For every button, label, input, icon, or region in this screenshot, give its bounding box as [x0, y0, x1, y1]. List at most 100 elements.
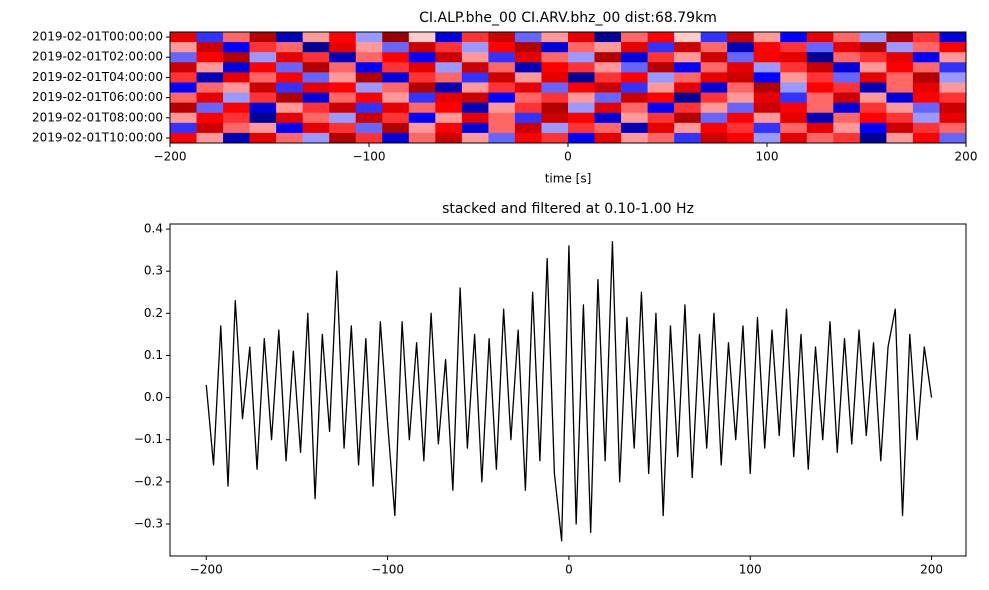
heatmap-cell [621, 42, 648, 53]
heatmap-cell [276, 62, 303, 73]
heatmap-cell [223, 112, 250, 124]
heatmap-cell [382, 52, 410, 63]
heatmap-cell [170, 102, 197, 114]
heatmap-cell [621, 92, 648, 103]
heatmap-cell [408, 52, 436, 63]
heatmap-cell [833, 102, 861, 114]
heatmap-cell [302, 82, 330, 93]
x-tick-label: 200 [920, 563, 943, 577]
heatmap-cell [541, 42, 569, 53]
heatmap-cell [621, 112, 648, 124]
heatmap-cell [302, 62, 330, 73]
heatmap-cell [753, 32, 781, 43]
heatmap-cell [541, 102, 569, 114]
heatmap-cell [382, 122, 410, 134]
y-tick-label: 2019-02-01T10:00:00 [32, 130, 163, 144]
heatmap-cell [621, 72, 648, 83]
heatmap-cell [249, 42, 277, 53]
heatmap-cell [541, 132, 569, 144]
heatmap-cell [461, 52, 489, 63]
heatmap-cell [329, 92, 357, 103]
heatmap-cell [408, 122, 436, 134]
heatmap-cell [780, 32, 808, 43]
heatmap-cell [170, 132, 197, 144]
heatmap-cell [568, 132, 595, 144]
heatmap-cell [329, 52, 357, 63]
heatmap-cell [249, 102, 277, 114]
heatmap-cell [355, 42, 383, 53]
heatmap-cell [912, 132, 940, 144]
heatmap-cell [408, 62, 436, 73]
heatmap-cell [249, 92, 277, 103]
heatmap-cell [674, 122, 701, 134]
heatmap-cell [780, 62, 808, 73]
heatmap-cell [196, 92, 224, 103]
heatmap-cell [939, 122, 967, 134]
heatmap-cell [912, 92, 940, 103]
heatmap-cell [912, 122, 940, 134]
heatmap-cell [753, 52, 781, 63]
heatmap-cell [700, 122, 728, 134]
heatmap-cell [568, 82, 595, 93]
heatmap-cell [674, 112, 701, 124]
heatmap-cell [170, 72, 197, 83]
heatmap-cell [806, 42, 834, 53]
bottom-title: stacked and filtered at 0.10-1.00 Hz [442, 201, 694, 217]
heatmap-cell [196, 122, 224, 134]
heatmap-cell [647, 82, 675, 93]
heatmap-cell [753, 112, 781, 124]
heatmap-cell [382, 92, 410, 103]
heatmap-cell [727, 102, 755, 114]
heatmap-cell [435, 122, 463, 134]
heatmap-cell [170, 52, 197, 63]
heatmap-cell [276, 122, 303, 134]
heatmap-cell [674, 102, 701, 114]
heatmap-cell [833, 62, 861, 73]
heatmap-cell [541, 52, 569, 63]
heatmap-cell [912, 62, 940, 73]
heatmap-cell [594, 72, 622, 83]
heatmap-cell [939, 52, 967, 63]
y-tick-label: 2019-02-01T04:00:00 [32, 70, 163, 84]
heatmap-cell [355, 52, 383, 63]
heatmap-cell [886, 42, 914, 53]
heatmap-cell [700, 132, 728, 144]
heatmap-cell [700, 82, 728, 93]
axes-frame [169, 223, 967, 557]
heatmap-cell [514, 92, 542, 103]
heatmap-cell [249, 72, 277, 83]
heatmap-cell [647, 132, 675, 144]
heatmap-cell [514, 32, 542, 43]
heatmap-cell [541, 92, 569, 103]
y-tick-label: −0.2 [134, 474, 163, 488]
x-tick-label: 200 [955, 150, 978, 164]
heatmap-cell [461, 42, 489, 53]
heatmap-cell [223, 92, 250, 103]
heatmap-cell [727, 112, 755, 124]
heatmap-cell [859, 72, 887, 83]
heatmap-cell [886, 102, 914, 114]
heatmap-cell [302, 112, 330, 124]
heatmap-cell [249, 62, 277, 73]
heatmap-cell [621, 82, 648, 93]
heatmap-cell [674, 72, 701, 83]
heatmap-cell [594, 122, 622, 134]
heatmap-cell [276, 112, 303, 124]
heatmap-cell [886, 132, 914, 144]
heatmap-cell [780, 42, 808, 53]
heatmap-cell [196, 112, 224, 124]
heatmap-cell [594, 82, 622, 93]
heatmap-cell [329, 62, 357, 73]
heatmap-cell [196, 102, 224, 114]
heatmap-cell [621, 32, 648, 43]
heatmap-cell [461, 122, 489, 134]
y-tick-label: 0.1 [144, 348, 163, 362]
heatmap-cell [753, 42, 781, 53]
heatmap-cell [170, 82, 197, 93]
heatmap-cell [408, 112, 436, 124]
heatmap-cell [223, 82, 250, 93]
y-tick-label: −0.3 [134, 516, 163, 530]
heatmap-cell [223, 72, 250, 83]
heatmap-cell [196, 132, 224, 144]
